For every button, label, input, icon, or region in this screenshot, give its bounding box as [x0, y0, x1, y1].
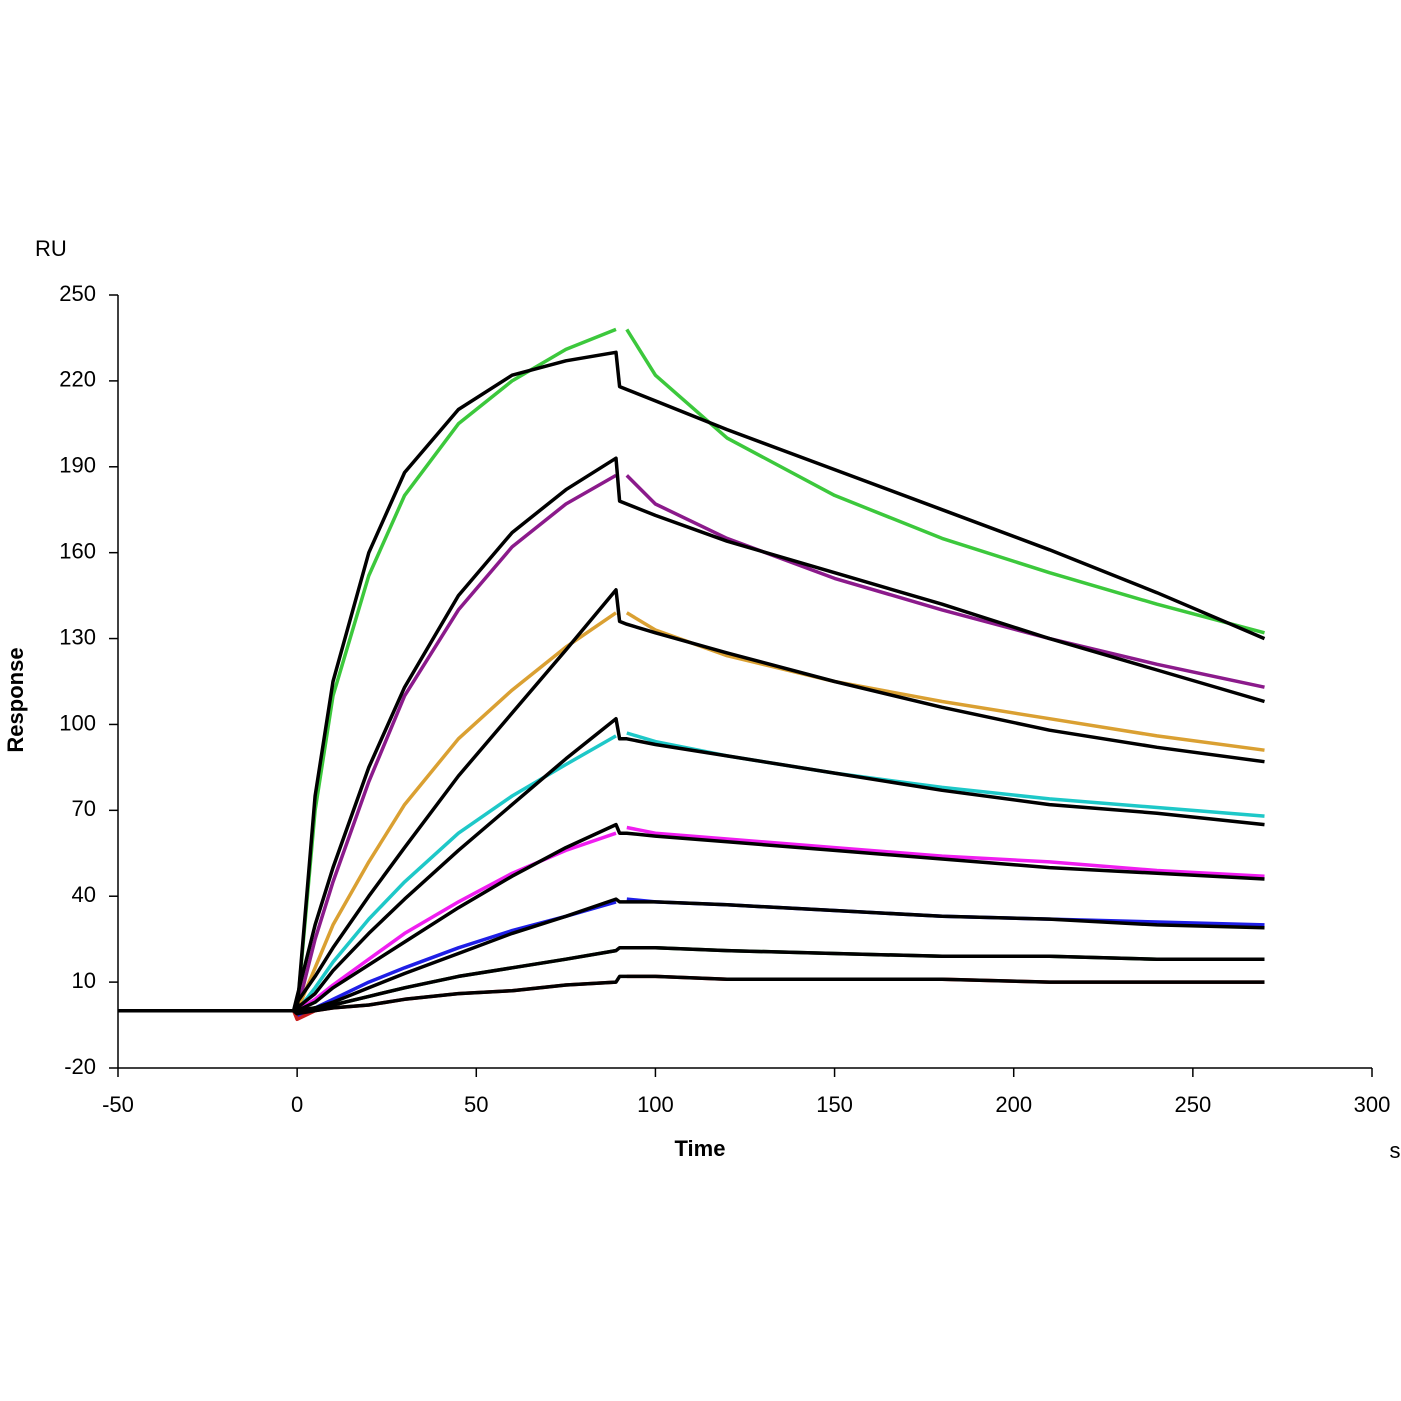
- x-axis-label: Time: [675, 1136, 726, 1161]
- series-line: [118, 731, 1265, 1013]
- series-line: [118, 588, 1265, 1013]
- y-tick-label: 40: [72, 882, 96, 907]
- x-tick-label: 200: [995, 1092, 1032, 1117]
- x-tick-label: 300: [1354, 1092, 1391, 1117]
- series-line: [118, 974, 1265, 1016]
- series-line: [118, 946, 1265, 1013]
- x-unit: s: [1390, 1138, 1401, 1163]
- y-tick-label: 100: [59, 710, 96, 735]
- series-line: [118, 456, 1265, 1013]
- x-tick-label: 50: [464, 1092, 488, 1117]
- x-tick-label: 250: [1174, 1092, 1211, 1117]
- y-tick-label: 70: [72, 796, 96, 821]
- y-tick-label: 250: [59, 281, 96, 306]
- series-line: [118, 611, 1265, 1013]
- y-tick-label: 220: [59, 367, 96, 392]
- x-tick-label: -50: [102, 1092, 134, 1117]
- y-tick-label: 160: [59, 538, 96, 563]
- x-tick-label: 150: [816, 1092, 853, 1117]
- x-tick-label: 100: [637, 1092, 674, 1117]
- series-line: [118, 473, 1265, 1013]
- y-tick-label: -20: [64, 1054, 96, 1079]
- y-unit: RU: [35, 236, 67, 261]
- y-tick-label: 130: [59, 624, 96, 649]
- series-line: [118, 327, 1265, 1013]
- series-line: [118, 350, 1266, 1013]
- series-line: [118, 822, 1265, 1013]
- y-axis-label: Response: [3, 647, 28, 752]
- series-line: [118, 716, 1265, 1013]
- x-tick-label: 0: [291, 1092, 303, 1117]
- y-tick-label: 190: [59, 453, 96, 478]
- y-tick-label: 10: [72, 968, 96, 993]
